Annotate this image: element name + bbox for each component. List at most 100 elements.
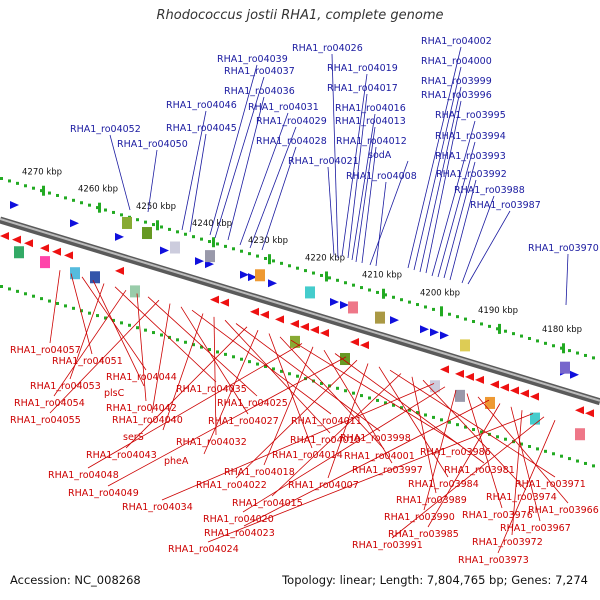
gene-feature-block bbox=[40, 256, 50, 269]
top-leader-line bbox=[331, 53, 339, 259]
scale-tick-label: 4270 kbp bbox=[22, 168, 62, 178]
top-gene-label: RHA1_ro04037 bbox=[224, 66, 295, 77]
scale-dot-upper bbox=[416, 303, 419, 307]
top-gene-label: RHA1_ro03992 bbox=[436, 169, 507, 180]
scale-dot-upper bbox=[304, 269, 307, 273]
genome-title: Rhodococcus jostii RHA1, complete genome bbox=[156, 8, 444, 23]
reverse-gene-arrow bbox=[210, 295, 219, 304]
bottom-leader-line bbox=[427, 403, 501, 528]
top-gene-label: RHA1_ro03996 bbox=[421, 90, 492, 101]
bottom-gene-label: RHA1_ro04034 bbox=[122, 502, 193, 513]
bottom-gene-label: RHA1_ro04054 bbox=[14, 398, 85, 409]
top-leader-line bbox=[347, 93, 368, 259]
scale-dot-upper bbox=[160, 225, 163, 229]
scale-dot-lower bbox=[8, 287, 11, 291]
bottom-leader-line bbox=[279, 336, 385, 450]
gene-feature-block bbox=[70, 267, 80, 280]
top-leader-line bbox=[407, 46, 462, 269]
scale-dot-lower bbox=[368, 396, 371, 400]
top-gene-label: RHA1_ro03988 bbox=[454, 185, 525, 196]
top-gene-label: RHA1_ro04029 bbox=[256, 116, 327, 127]
bottom-gene-label: RHA1_ro04048 bbox=[48, 470, 119, 481]
scale-dot-lower bbox=[48, 299, 51, 303]
top-gene-label: RHA1_ro04028 bbox=[256, 136, 327, 147]
bottom-leader-line bbox=[92, 280, 145, 387]
top-leader-line bbox=[181, 110, 207, 231]
bottom-gene-label: RHA1_ro04020 bbox=[203, 514, 274, 525]
top-gene-label: RHA1_ro04013 bbox=[335, 116, 406, 127]
scale-dot-lower bbox=[176, 338, 179, 342]
bottom-gene-label: RHA1_ro04035 bbox=[176, 384, 247, 395]
gene-feature-block bbox=[348, 301, 358, 314]
scale-dot-lower bbox=[232, 355, 235, 359]
reverse-gene-arrow bbox=[310, 325, 319, 334]
bottom-leader-line bbox=[422, 379, 527, 491]
scale-dot-upper bbox=[472, 320, 475, 324]
scale-tick bbox=[382, 288, 385, 299]
reverse-gene-arrow bbox=[260, 310, 269, 319]
scale-dot-lower bbox=[448, 420, 451, 424]
scale-dot-upper bbox=[144, 220, 147, 224]
gene-feature-block bbox=[430, 380, 440, 393]
scale-dot-lower bbox=[464, 425, 467, 429]
bottom-gene-label: RHA1_ro04053 bbox=[30, 381, 101, 392]
gene-feature-block bbox=[530, 412, 540, 425]
top-leader-line bbox=[189, 133, 207, 233]
bottom-gene-label: RHA1_ro04040 bbox=[112, 415, 183, 426]
gene-label-layer: RHA1_ro04026RHA1_ro04002RHA1_ro04039RHA1… bbox=[10, 36, 599, 566]
reverse-gene-arrow bbox=[275, 315, 284, 324]
scale-dot-upper bbox=[64, 196, 67, 200]
scale-tick-label: 4190 kbp bbox=[478, 306, 518, 316]
bottom-leader-line bbox=[136, 293, 147, 402]
scale-dot-lower bbox=[568, 457, 571, 461]
top-leader-line bbox=[361, 146, 377, 264]
scale-dot-lower bbox=[360, 394, 363, 398]
scale-tick-label: 4260 kbp bbox=[78, 185, 118, 195]
scale-dot-upper bbox=[96, 206, 99, 210]
bottom-gene-label: RHA1_ro03985 bbox=[388, 529, 459, 540]
accession-label: Accession: bbox=[10, 573, 71, 587]
scale-dot-upper bbox=[8, 179, 11, 183]
top-gene-label: RHA1_ro04017 bbox=[327, 83, 398, 94]
bottom-gene-label: RHA1_ro04057 bbox=[10, 345, 81, 356]
scale-dot-upper bbox=[392, 295, 395, 299]
reverse-gene-arrow bbox=[455, 369, 464, 378]
bottom-leader-line bbox=[49, 270, 61, 344]
gene-feature-block bbox=[340, 353, 350, 366]
top-gene-label: RHA1_ro04036 bbox=[224, 86, 295, 97]
bottom-leader-line bbox=[125, 326, 248, 449]
top-leader-line bbox=[449, 179, 477, 281]
accession-info: Accession: NC_008268 bbox=[10, 573, 141, 587]
top-gene-label: RHA1_ro04008 bbox=[346, 171, 417, 182]
bottom-leader-line bbox=[263, 346, 314, 466]
bottom-gene-label: RHA1_ro04014 bbox=[272, 450, 343, 461]
bottom-leader-line bbox=[87, 343, 303, 469]
bottom-gene-label: RHA1_ro03966 bbox=[528, 505, 599, 516]
scale-dot-upper bbox=[592, 356, 595, 360]
scale-dot-lower bbox=[408, 408, 411, 412]
forward-gene-arrow bbox=[115, 232, 124, 241]
bottom-gene-label: RHA1_ro03972 bbox=[472, 537, 543, 548]
bottom-gene-label: RHA1_ro04018 bbox=[224, 467, 295, 478]
scale-dot-upper bbox=[488, 324, 491, 328]
scale-dot-lower bbox=[416, 411, 419, 415]
scale-dot-lower bbox=[64, 304, 67, 308]
scale-dot-lower bbox=[504, 437, 507, 441]
scale-dot-lower bbox=[480, 430, 483, 434]
scale-dot-lower bbox=[208, 348, 211, 352]
scale-dot-upper bbox=[104, 208, 107, 212]
scale-dot-lower bbox=[576, 459, 579, 463]
scale-dot-upper bbox=[200, 237, 203, 241]
genes-label: Genes: bbox=[511, 573, 552, 587]
topology-label: Topology: bbox=[282, 573, 336, 587]
reverse-gene-arrow bbox=[250, 307, 259, 316]
top-leader-line bbox=[413, 66, 462, 271]
scale-dot-lower bbox=[544, 449, 547, 453]
bottom-leader-line bbox=[235, 359, 358, 479]
gene-feature-block bbox=[460, 339, 470, 352]
scale-dot-lower bbox=[24, 292, 27, 296]
scale-dot-upper bbox=[360, 286, 363, 290]
bottom-gene-label: RHA1_ro03971 bbox=[515, 479, 586, 490]
scale-dot-lower bbox=[256, 362, 259, 366]
scale-dot-upper bbox=[32, 186, 35, 190]
